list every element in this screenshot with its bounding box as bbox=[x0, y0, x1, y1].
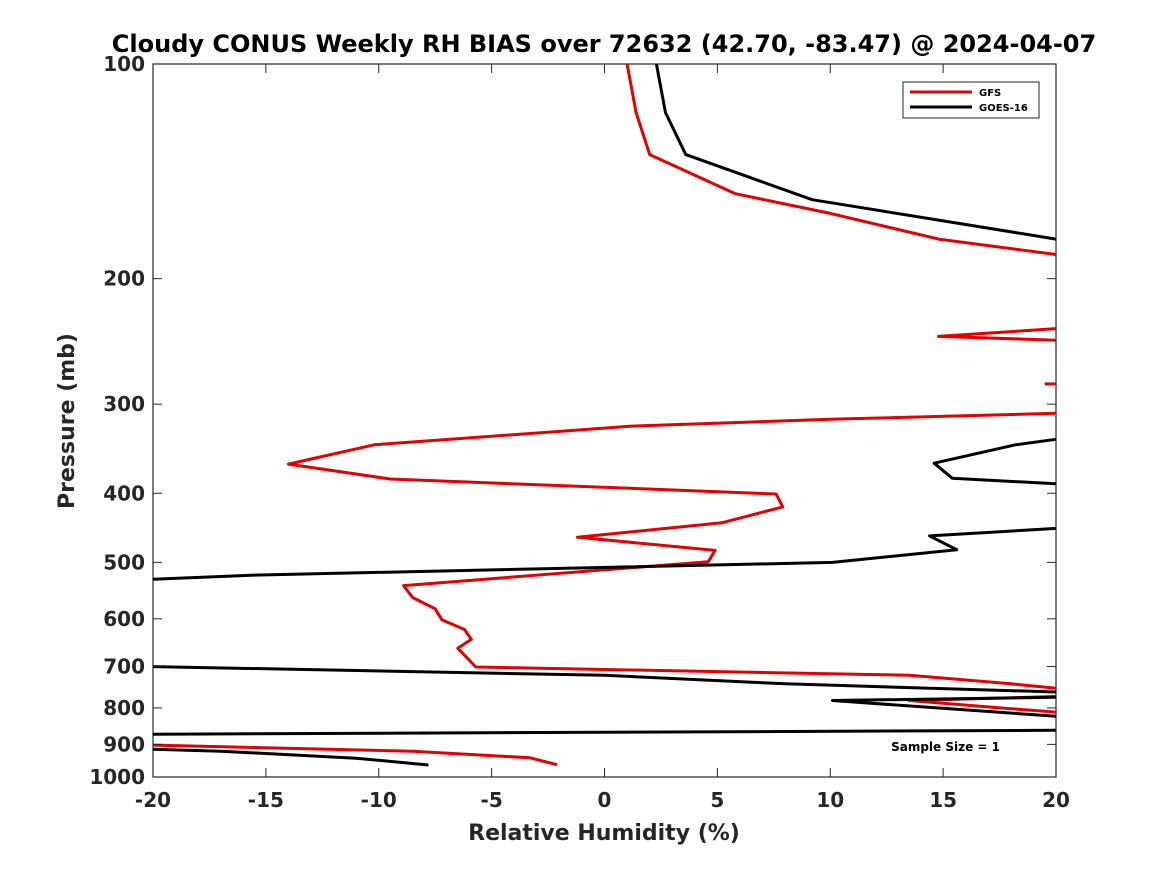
series-line-goes16-segment-3 bbox=[152, 665, 1057, 694]
series-line-goes16-segment-5 bbox=[152, 728, 1057, 736]
x-tick-label: 15 bbox=[929, 788, 957, 812]
x-tick-label: 0 bbox=[598, 788, 612, 812]
y-tick-label: 200 bbox=[103, 267, 145, 291]
y-tick-label: 300 bbox=[103, 392, 145, 416]
x-tick-label: -20 bbox=[135, 788, 171, 812]
y-tick-label: 1000 bbox=[89, 765, 145, 789]
y-tick-label: 500 bbox=[103, 550, 145, 574]
y-tick-label: 100 bbox=[103, 52, 145, 76]
x-tick-label: 10 bbox=[816, 788, 844, 812]
legend-label-gfs: GFS bbox=[979, 88, 1001, 99]
series-line-goes16-segment-2 bbox=[152, 526, 1057, 581]
y-axis-label: Pressure (mb) bbox=[55, 333, 80, 509]
x-tick-label: -5 bbox=[481, 788, 503, 812]
x-tick-label: -10 bbox=[361, 788, 397, 812]
legend-label-goes16: GOES-16 bbox=[979, 103, 1028, 114]
chart-title: Cloudy CONUS Weekly RH BIAS over 72632 (… bbox=[112, 30, 1096, 58]
series-line-gfs-segment-5 bbox=[152, 743, 558, 767]
x-tick-label: 5 bbox=[710, 788, 724, 812]
y-tick-label: 900 bbox=[103, 732, 145, 756]
axis-ticks: -20 -15 -10 -5 0 5 10 15 20 100 200 300 400 500 600 700… bbox=[89, 52, 1070, 812]
series-line-goes16-segment-0 bbox=[654, 63, 1057, 241]
y-tick-label: 600 bbox=[103, 607, 145, 631]
series-line-goes16-segment-6 bbox=[152, 747, 429, 767]
series-line-goes16-segment-1 bbox=[932, 437, 1057, 486]
series-line-gfs-segment-1 bbox=[937, 327, 1057, 342]
series-line-gfs-segment-3 bbox=[286, 411, 1057, 690]
x-axis-label: Relative Humidity (%) bbox=[468, 821, 740, 846]
y-tick-label: 700 bbox=[103, 655, 145, 679]
series-line-goes16-segment-4 bbox=[831, 695, 1057, 718]
plot-frame bbox=[152, 63, 1057, 778]
sample-size-annotation: Sample Size = 1 bbox=[891, 740, 1000, 754]
x-tick-label: 20 bbox=[1042, 788, 1070, 812]
legend-box bbox=[902, 81, 1040, 119]
x-tick-label: -15 bbox=[248, 788, 284, 812]
series-layer bbox=[152, 63, 1057, 767]
series-line-gfs-segment-0 bbox=[625, 63, 1057, 256]
legend: GFS GOES-16 bbox=[902, 81, 1040, 119]
y-tick-label: 400 bbox=[103, 481, 145, 505]
plot-area: -20 -15 -10 -5 0 5 10 15 20 100 200 300 400 500 600 700… bbox=[89, 52, 1070, 812]
y-tick-label: 800 bbox=[103, 696, 145, 720]
